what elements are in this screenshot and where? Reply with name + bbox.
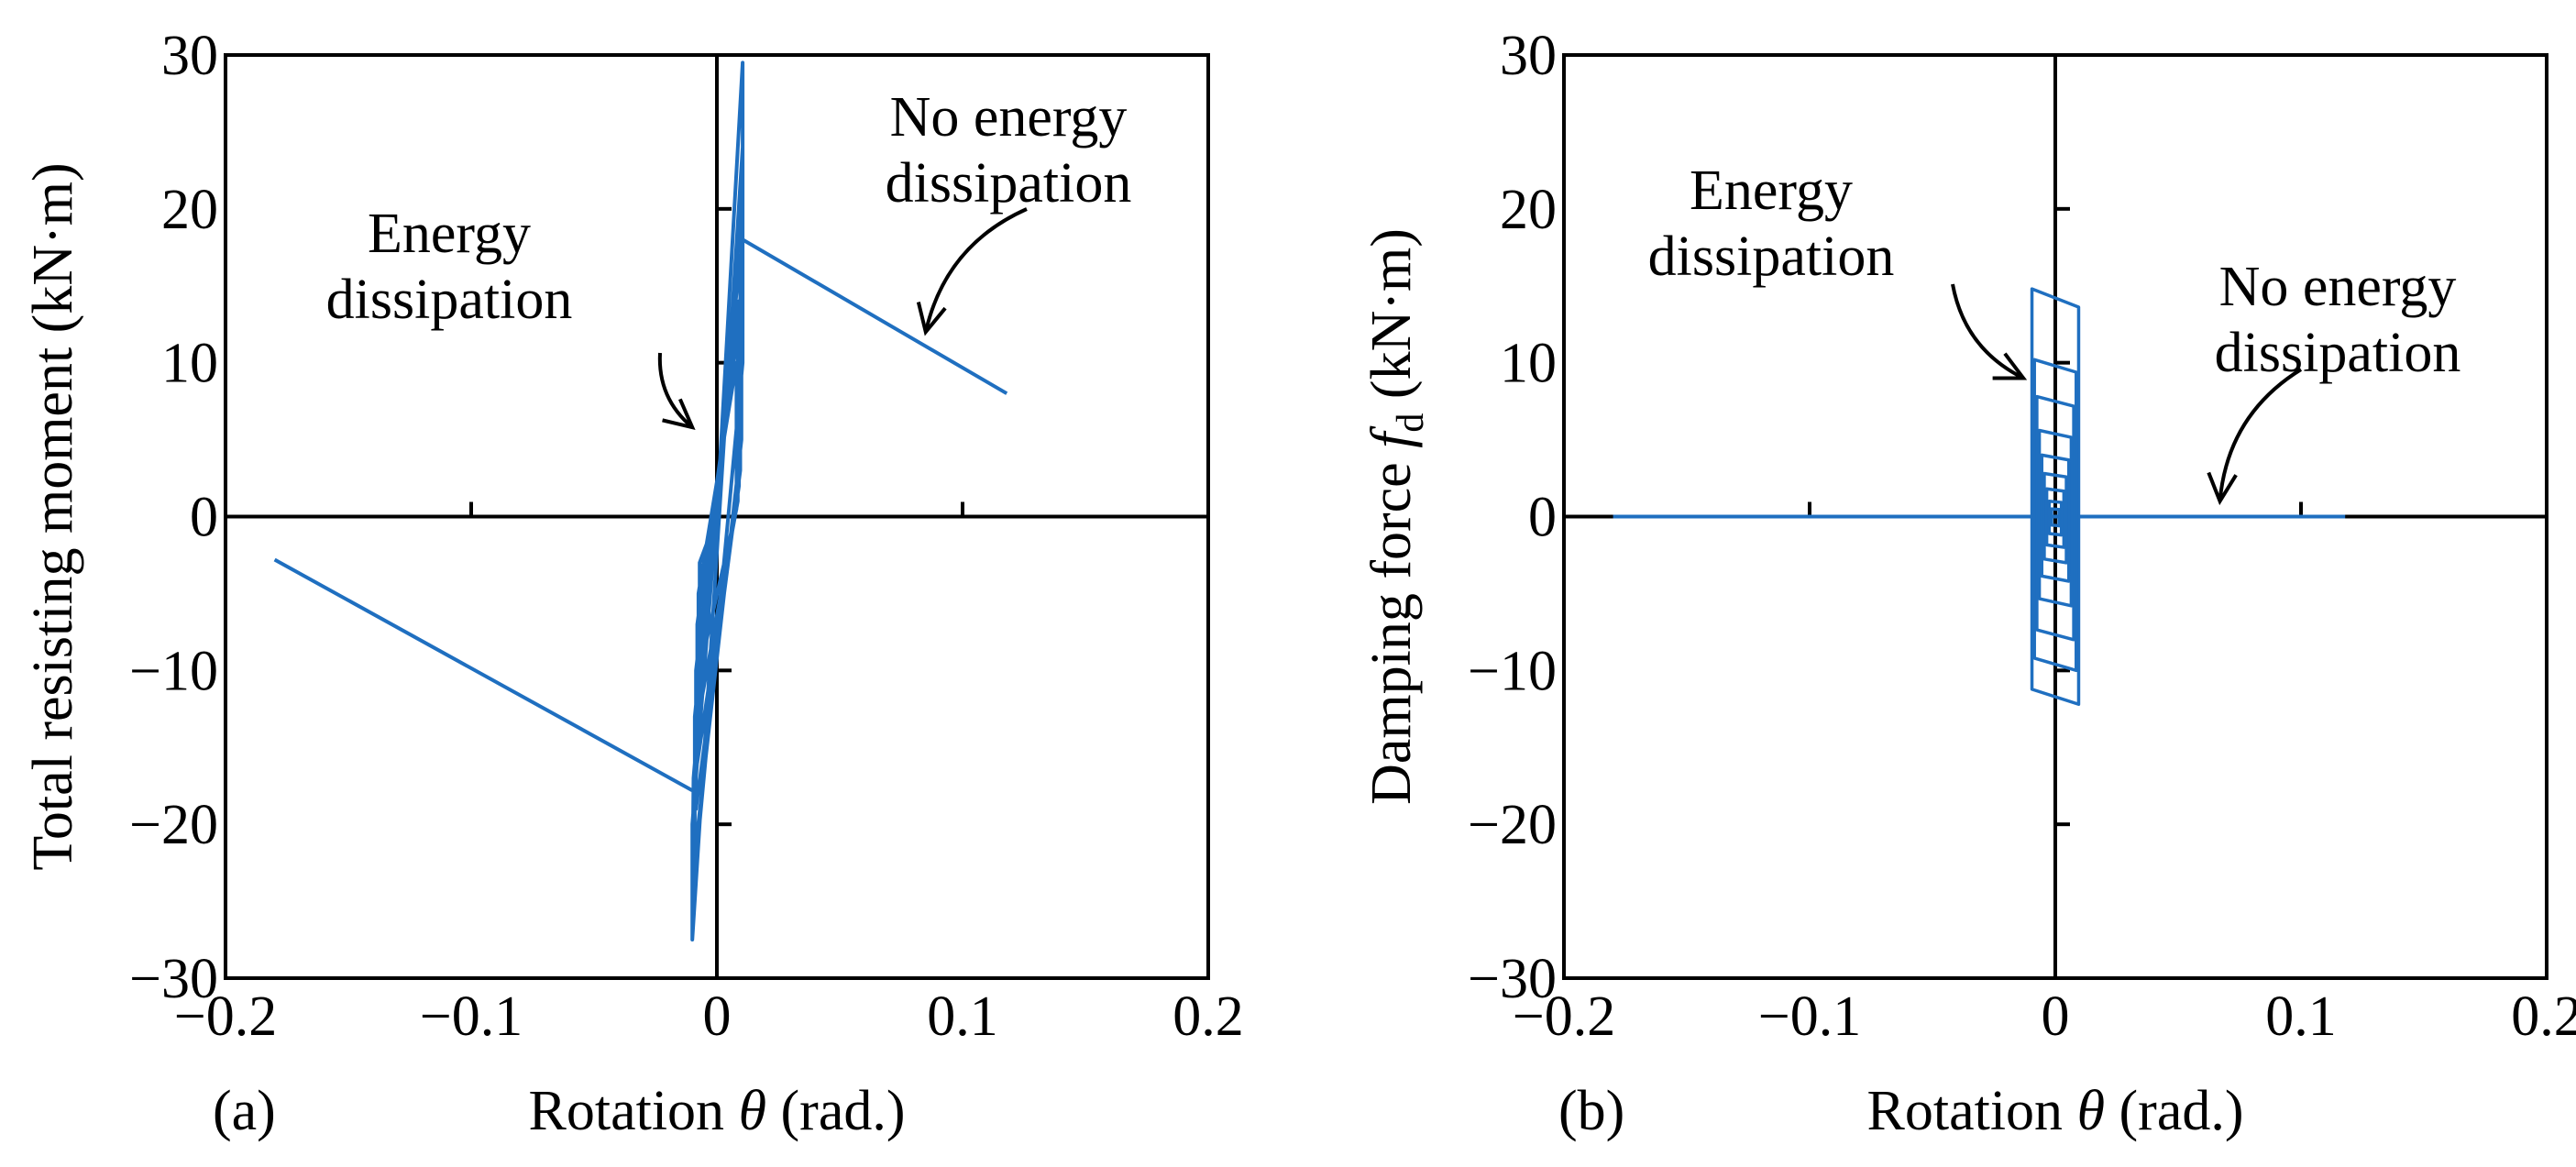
annotation-arrow-head: [1992, 352, 2028, 380]
y-tick-labels: −30 −20 −10 0 10 20 30: [1468, 25, 1557, 1010]
x-tick-label: 0: [703, 985, 732, 1048]
y-tick-label: 20: [1500, 179, 1557, 241]
annotation-arrows: [1951, 283, 2303, 506]
y-tick-label: 20: [161, 179, 218, 241]
annotation-no-energy: No energy dissipation: [2215, 256, 2461, 384]
panel-b: −0.2 −0.1 0 0.1 0.2 −30 −20 −10 0 10 20 30 Rotatio…: [1360, 25, 2576, 1142]
y-tick-label: −10: [1468, 640, 1557, 702]
x-axis-title: Rotation θ (rad.): [529, 1080, 906, 1142]
annotation-arrow-head: [662, 398, 696, 431]
x-axis-title: Rotation θ (rad.): [1867, 1080, 2244, 1142]
tick-marks: [1808, 206, 2303, 827]
panel-a: −0.2 −0.1 0 0.1 0.2 −30 −20 −10 0 10 20 30 Rotatio…: [22, 25, 1244, 1142]
x-tick-label: 0.2: [1172, 985, 1244, 1048]
y-tick-label: 30: [1500, 25, 1557, 87]
x-tick-label: 0.1: [2265, 985, 2337, 1048]
y-tick-label: 0: [190, 487, 218, 549]
y-tick-label: −10: [129, 640, 218, 702]
series-line: [742, 237, 1008, 395]
x-tick-label: 0.2: [2511, 985, 2576, 1048]
series-line: [273, 557, 694, 792]
hysteresis-loop: [2040, 453, 2071, 583]
x-tick-label: −0.2: [1513, 985, 1615, 1048]
data-lines: [1613, 287, 2346, 707]
annotation-arrow-shaft: [2218, 368, 2303, 501]
y-tick-labels: −30 −20 −10 0 10 20 30: [129, 25, 218, 1010]
y-tick-label: 10: [161, 333, 218, 395]
annotation-no-energy: No energy dissipation: [886, 86, 1132, 215]
y-tick-label: −20: [1468, 794, 1557, 856]
annotation-arrow-head: [916, 302, 947, 336]
annotation-arrow-shaft: [923, 207, 1028, 333]
y-tick-label: 0: [1528, 487, 1557, 549]
series-line: [690, 61, 745, 941]
x-tick-label: 0: [2042, 985, 2070, 1048]
x-tick-label: −0.1: [420, 985, 523, 1048]
hysteresis-loop: [2050, 507, 2061, 528]
tick-marks: [469, 206, 964, 827]
hysteresis-loop: [2037, 428, 2074, 608]
annotation-arrows: [657, 207, 1028, 431]
y-tick-label: −30: [129, 948, 218, 1010]
panel-label: (a): [213, 1080, 276, 1142]
annotation-arrow-shaft: [1951, 283, 2025, 380]
y-tick-label: −30: [1468, 948, 1557, 1010]
hysteresis-loop: [2032, 358, 2078, 673]
y-axis-title: Damping force fd (kN·m): [1360, 228, 1432, 805]
hysteresis-loop: [2030, 287, 2081, 707]
x-tick-label: −0.1: [1758, 985, 1861, 1048]
annotation-energy: Energy dissipation: [326, 203, 573, 331]
data-lines: [273, 61, 1008, 941]
annotation-energy: Energy dissipation: [1648, 160, 1895, 288]
x-tick-labels: −0.2 −0.1 0 0.1 0.2: [1513, 985, 2576, 1048]
hysteresis-loop: [2044, 487, 2066, 549]
hysteresis-loop: [2042, 471, 2068, 565]
hysteresis-loop: [2035, 394, 2075, 642]
hysteresis-loop: [2047, 499, 2064, 537]
y-axis-title: Total resisting moment (kN·m): [22, 162, 84, 870]
annotation-arrow-head: [2207, 471, 2238, 506]
x-tick-label: 0.1: [927, 985, 998, 1048]
x-tick-labels: −0.2 −0.1 0 0.1 0.2: [174, 985, 1244, 1048]
panel-label: (b): [1558, 1080, 1624, 1142]
y-tick-label: 10: [1500, 333, 1557, 395]
y-tick-label: 30: [161, 25, 218, 87]
y-tick-label: −20: [129, 794, 218, 856]
annotation-arrow-shaft: [657, 352, 694, 429]
x-tick-label: −0.2: [174, 985, 277, 1048]
